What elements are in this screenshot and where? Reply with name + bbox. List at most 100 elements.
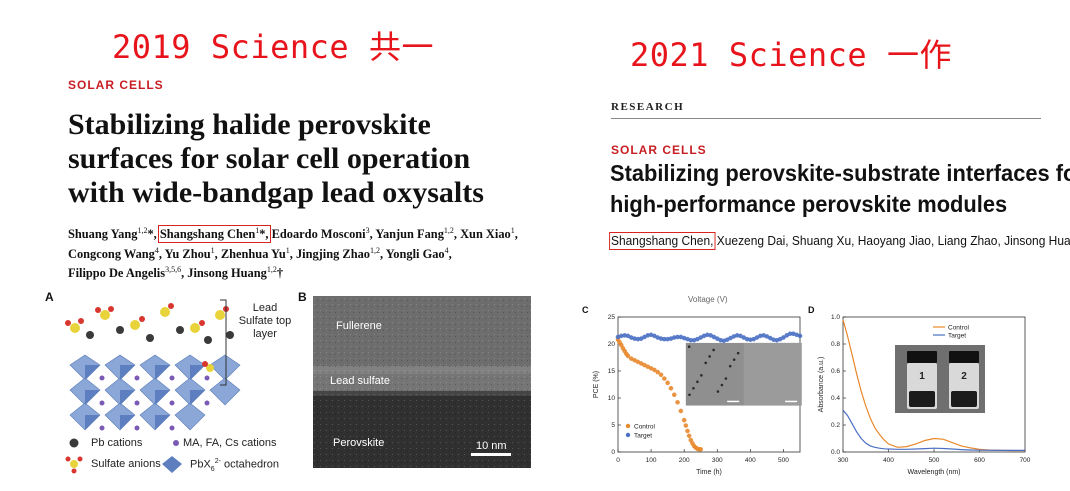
vial-cap	[949, 351, 979, 363]
author[interactable]: Jingjing Zhao	[295, 246, 370, 261]
right-paper-header: 2021 Science 一作	[630, 36, 952, 74]
y-tick-label: 25	[608, 314, 616, 321]
sem-grain	[692, 386, 695, 390]
left-paper-header: 2019 Science 共一	[112, 28, 434, 66]
header-rule	[611, 118, 1041, 119]
panel-a-label: A	[45, 290, 54, 304]
highlighted-author[interactable]: Shangshang Chen1*,	[157, 225, 271, 244]
affiliation-sup: 1	[285, 245, 290, 255]
data-point	[681, 417, 687, 423]
sem-grain	[696, 380, 699, 384]
journal-section-label: RESEARCH	[611, 101, 685, 113]
author[interactable]: Yu Zhou	[164, 246, 211, 261]
tem-scale-label: 10 nm	[476, 440, 507, 452]
sem-grain	[700, 374, 703, 377]
affiliation-sup: 1,2	[443, 226, 454, 235]
legend-sulfate-anions: Sulfate anions	[91, 458, 161, 470]
tem-image	[313, 296, 531, 468]
x-tick-label: 0	[616, 457, 620, 464]
left-title-line: with wide-bandgap lead oxysalts	[68, 176, 484, 209]
y-tick-label: 0.4	[831, 395, 840, 402]
x-axis-label: Time (h)	[696, 469, 722, 476]
data-point	[625, 353, 631, 359]
data-point	[665, 380, 670, 386]
sem-grain	[688, 393, 691, 397]
data-point	[678, 408, 684, 414]
octahedron-legend-symbol	[162, 456, 182, 473]
data-point	[658, 372, 664, 378]
affiliation-sup: 1	[510, 226, 515, 235]
sem-grain	[716, 390, 720, 393]
y-tick-label: 0.0	[831, 449, 840, 456]
author[interactable]: Yanjun Fang	[375, 227, 444, 242]
author[interactable]: Filippo De Angelis	[68, 266, 166, 281]
author[interactable]: Jinsong Huang	[187, 266, 267, 281]
y-tick-label: 20	[608, 341, 616, 348]
absorbance-chart: 300 400 500 600 700 0.0 0.2 0.4 0.6 0.8 1.0 Wavelen…	[818, 314, 1031, 476]
sem-grain	[732, 358, 736, 361]
data-point	[671, 392, 677, 398]
author[interactable]: Yongli Gao	[385, 246, 445, 261]
sem-grain	[687, 345, 691, 348]
series-line	[842, 409, 1025, 451]
x-tick-label: 500	[778, 457, 789, 464]
x-tick-label: 400	[745, 457, 756, 464]
right-section-label: SOLAR CELLS	[611, 143, 707, 157]
author[interactable]: Congcong Wang	[68, 246, 155, 261]
affiliation-sup: 4	[154, 245, 159, 255]
affiliation-sup: 1,2	[266, 265, 277, 275]
affiliation-sup: 3	[365, 226, 370, 235]
data-point	[675, 400, 680, 405]
panel-c-label: C	[582, 305, 589, 315]
y-tick-label: 0	[611, 449, 615, 456]
affiliation-sup: 1,2	[369, 245, 380, 255]
legend-octahedron: PbX62- octahedron	[190, 458, 280, 473]
y-axis-label: Absorbance (a.u.)	[818, 357, 825, 413]
author[interactable]: Zhenhua Yu	[220, 246, 286, 261]
author-list-rest: Xuezeng Dai, Shuang Xu, Haoyang Jiao, Li…	[713, 234, 1070, 248]
x-tick-label: 300	[838, 457, 849, 464]
x-tick-label: 700	[1020, 457, 1031, 464]
data-point	[781, 335, 786, 340]
pb-cations	[86, 326, 234, 344]
cropped-axis-label: Voltage (V)	[688, 295, 728, 304]
data-point	[683, 423, 689, 428]
legend-a-site-cations: MA, FA, Cs cations	[183, 437, 277, 449]
data-point	[652, 367, 657, 373]
lead-sulfate-annotation: Lead Sulfate top layer	[238, 302, 292, 340]
author[interactable]: Edoardo Mosconi	[271, 227, 366, 242]
pce-stability-chart: 0 100 200 300 400 500 0 5 10 15 20 25 Time (h) PCE (%…	[593, 314, 803, 476]
legend-label: Target	[634, 433, 652, 440]
data-point	[685, 428, 690, 434]
cation-legend-symbol	[173, 440, 179, 446]
right-author-list: Shangshang Chen, Xuezeng Dai, Shuang Xu,…	[609, 232, 1070, 250]
y-axis-label: PCE (%)	[593, 371, 600, 398]
panel-d-label: D	[808, 305, 815, 315]
author[interactable]: Xun Xiao	[460, 227, 511, 242]
tem-label-perovskite: Perovskite	[333, 437, 385, 449]
sem-inset-right	[743, 342, 802, 406]
crystal-structure-figure	[65, 299, 241, 474]
sem-grain	[704, 361, 707, 365]
author[interactable]: Shuang Yang	[68, 227, 138, 242]
sem-grain	[708, 355, 711, 358]
top-layer-bracket	[220, 299, 227, 386]
octahedra-shading	[85, 365, 205, 430]
x-axis-label: Wavelength (nm)	[907, 469, 960, 476]
left-title-line: surfaces for solar cell operation	[68, 142, 471, 175]
left-paper-title: Stabilizing halide perovskite surfaces f…	[68, 108, 548, 210]
affiliation-sup: 4	[444, 245, 449, 255]
y-tick-label: 15	[608, 368, 616, 375]
sem-grain	[736, 351, 740, 355]
inset-scale-bar	[727, 400, 740, 403]
data-point	[655, 369, 661, 375]
legend-marker	[625, 432, 631, 438]
a-site-cations	[99, 375, 210, 431]
legend-marker	[625, 423, 631, 429]
vial-solution	[951, 391, 977, 407]
highlighted-author[interactable]: Shangshang Chen,	[609, 232, 716, 250]
sem-grain	[728, 364, 732, 368]
data-point	[662, 376, 667, 381]
left-section-label: SOLAR CELLS	[68, 78, 164, 92]
legend-pb-cations: Pb cations	[91, 437, 143, 449]
